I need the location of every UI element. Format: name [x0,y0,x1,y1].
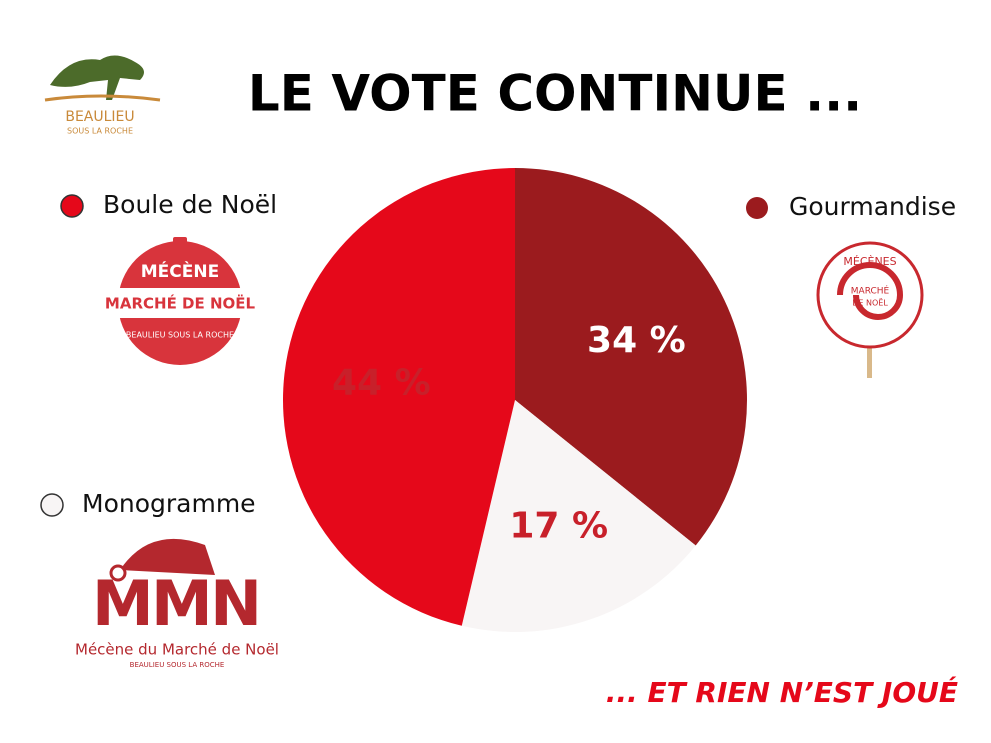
value-label: 44 % [332,362,431,403]
town-logo: BEAULIEU SOUS LA ROCHE [44,55,161,136]
legend-label: Gourmandise [789,192,956,221]
logo-text: DE NOËL [852,298,888,308]
legend-label: Monogramme [82,489,256,518]
monogram-logo: MMN Mécène du Marché de Noël BEAULIEU SO… [75,538,279,669]
logo-text: MARCHÉ DE NOËL [105,294,256,313]
legend-marker [60,194,84,218]
logo-text: BEAULIEU SOUS LA ROCHE [126,331,234,340]
logo-text: Mécène du Marché de Noël [75,641,279,659]
legend-marker [40,493,64,517]
chart-title: LE VOTE CONTINUE ... [248,65,862,123]
logo-text: MMN [92,567,262,640]
logo-text: MÉCÈNES [843,255,896,268]
logo-text: MÉCÈNE [141,260,219,282]
value-label: 34 % [587,320,686,361]
lollipop-logo: MÉCÈNES MARCHÉ DE NOËL [816,241,924,378]
value-label: 17 % [509,505,608,546]
footer: ... ET RIEN N’EST JOUÉ [606,675,958,709]
logo-text: BEAULIEU SOUS LA ROCHE [130,661,225,669]
legend-marker [746,197,768,219]
pie-slice [515,168,747,546]
logo-text: MARCHÉ [851,285,890,297]
boule-logo: MÉCÈNE MARCHÉ DE NOËL BEAULIEU SOUS LA R… [105,237,256,365]
logo-text: BEAULIEU [65,109,134,125]
pie-slice [283,168,515,626]
legend-label: Boule de Noël [103,190,277,219]
pie-slice [461,400,696,632]
logo-text: SOUS LA ROCHE [67,127,133,136]
